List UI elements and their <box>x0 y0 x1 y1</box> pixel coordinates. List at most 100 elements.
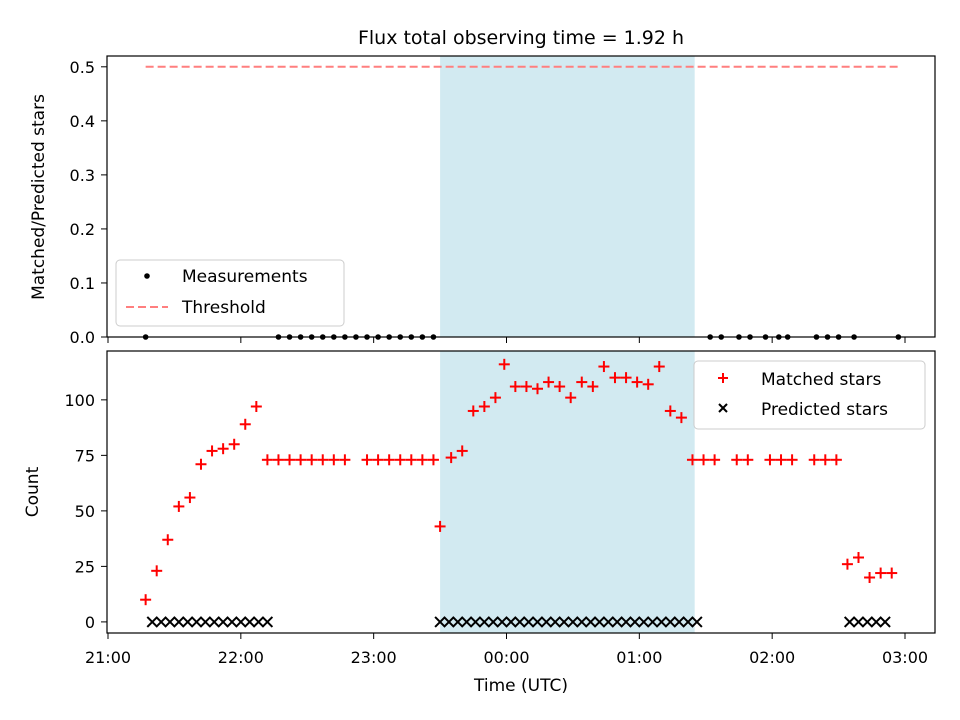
predicted-star-stroke <box>673 616 685 628</box>
predicted-star-point <box>691 616 703 628</box>
predicted-star-stroke <box>522 616 535 628</box>
chart-title: Flux total observing time = 1.92 h <box>358 27 684 49</box>
predicted-star-point <box>434 616 446 628</box>
predicted-star-point <box>549 616 561 628</box>
predicted-star-point <box>655 616 668 628</box>
predicted-star-point <box>870 616 882 628</box>
predicted-star-point <box>558 616 570 628</box>
matched-star-point <box>394 454 406 466</box>
predicted-star-point <box>505 616 517 628</box>
matched-star-point <box>456 445 468 457</box>
bottom-y-tick-label: 75 <box>75 446 95 465</box>
predicted-star-point <box>478 616 491 628</box>
bottom-x-tick-label: 00:00 <box>483 648 529 667</box>
matched-star-point <box>416 454 428 466</box>
matched-star-point <box>272 454 284 466</box>
bottom-y-tick-label: 25 <box>75 557 95 576</box>
predicted-star-stroke <box>593 616 606 628</box>
bottom-y-tick-label: 100 <box>64 391 95 410</box>
predicted-star-stroke <box>682 616 694 628</box>
predicted-star-stroke <box>452 616 464 628</box>
predicted-star-point <box>487 616 499 628</box>
top-y-tick-label: 0.2 <box>70 220 95 239</box>
predicted-star-point <box>173 616 185 628</box>
matched-star-point <box>261 454 273 466</box>
predicted-star-stroke <box>443 616 455 628</box>
matched-star-point <box>339 454 351 466</box>
predicted-star-stroke <box>584 616 597 628</box>
predicted-star-stroke <box>879 616 891 628</box>
predicted-star-point <box>843 616 856 628</box>
bottom-y-ticks: 0 25 50 75 100 <box>64 391 107 632</box>
matched-star-point <box>786 454 798 466</box>
legend-predicted-label: Predicted stars <box>761 400 888 420</box>
predicted-star-stroke <box>190 616 203 628</box>
predicted-star-point <box>673 616 685 628</box>
matched-star-point <box>554 381 566 393</box>
matched-star-point <box>328 454 340 466</box>
matched-star-point <box>509 381 521 393</box>
predicted-star-point <box>261 616 274 628</box>
predicted-star-point <box>190 616 203 628</box>
predicted-star-point <box>879 616 891 628</box>
predicted-star-stroke <box>235 616 247 628</box>
matched-star-point <box>489 392 501 404</box>
matched-star-point <box>631 376 643 388</box>
legend-predicted-marker <box>718 403 728 413</box>
bottom-shaded-interval <box>440 351 695 633</box>
matched-star-point <box>317 454 329 466</box>
bottom-legend: Matched stars Predicted stars <box>693 360 926 430</box>
bottom-x-tick-label: 02:00 <box>749 648 795 667</box>
predicted-star-stroke <box>208 616 220 628</box>
predicted-star-stroke <box>602 616 615 628</box>
top-y-tick-label: 0.4 <box>70 112 95 131</box>
predicted-star-stroke <box>611 616 623 628</box>
matched-star-point <box>775 454 787 466</box>
predicted-star-point <box>226 616 238 628</box>
predicted-star-point <box>638 616 650 628</box>
matched-star-point <box>886 567 898 579</box>
predicted-star-stroke <box>629 616 641 628</box>
matched-star-point <box>565 392 577 404</box>
top-legend: Measurements Threshold <box>115 259 345 327</box>
matched-star-point <box>284 454 296 466</box>
predicted-star-stroke <box>870 616 882 628</box>
matched-star-point <box>764 454 776 466</box>
predicted-star-point <box>243 616 256 628</box>
predicted-star-stroke <box>558 616 570 628</box>
matched-star-point <box>520 381 532 393</box>
matched-star-point <box>383 454 395 466</box>
predicted-star-stroke <box>164 616 176 628</box>
bottom-panel: 0 25 50 75 100 21:00 22:00 23:00 00:00 01:00 02:0… <box>23 350 936 696</box>
predicted-star-stroke <box>460 616 473 628</box>
matched-star-point <box>239 418 251 430</box>
matched-star-point <box>372 454 384 466</box>
matched-star-point <box>587 381 599 393</box>
predicted-star-point <box>235 616 247 628</box>
top-y-tick-label: 0.1 <box>70 274 95 293</box>
matched-star-point <box>295 454 307 466</box>
predicted-star-point <box>146 616 158 628</box>
matched-star-point <box>709 454 721 466</box>
matched-star-point <box>620 372 632 384</box>
top-shaded-interval <box>440 56 695 337</box>
matched-star-point <box>151 565 163 577</box>
predicted-star-point <box>861 616 874 628</box>
top-legend-box <box>115 259 345 327</box>
predicted-star-point <box>443 616 455 628</box>
predicted-star-point <box>469 616 482 628</box>
predicted-star-point <box>522 616 535 628</box>
matched-star-point <box>853 552 865 564</box>
top-y-axis-label: Matched/Predicted stars <box>29 94 49 300</box>
predicted-star-stroke <box>469 616 482 628</box>
predicted-star-point <box>252 616 265 628</box>
predicted-star-stroke <box>505 616 517 628</box>
predicted-star-point <box>602 616 615 628</box>
bottom-y-tick-label: 0 <box>85 613 95 632</box>
predicted-star-stroke <box>638 616 650 628</box>
predicted-star-stroke <box>691 616 703 628</box>
matched-star-point <box>664 405 676 417</box>
predicted-star-point <box>664 616 677 628</box>
predicted-star-stroke <box>261 616 274 628</box>
predicted-star-stroke <box>173 616 185 628</box>
